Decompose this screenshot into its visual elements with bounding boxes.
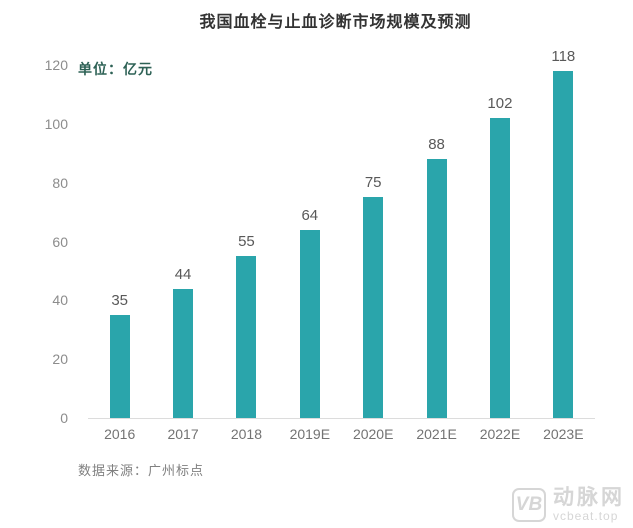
y-tick-label: 80 <box>52 174 68 191</box>
bar <box>426 159 447 418</box>
bar <box>109 315 130 418</box>
x-tick-label: 2022E <box>479 426 521 442</box>
x-tick-label: 2016 <box>104 426 136 442</box>
x-tick-label: 2023E <box>543 426 584 442</box>
y-tick-label: 120 <box>44 57 68 73</box>
x-tick-label: 2019E <box>289 426 331 442</box>
data-source-note: 数据来源：广州标点 <box>78 463 205 478</box>
bar <box>553 70 574 418</box>
bar <box>173 288 194 418</box>
y-tick-label: 40 <box>52 292 68 309</box>
bar <box>299 229 320 418</box>
bar-value-label: 64 <box>301 206 319 224</box>
y-tick-label: 0 <box>60 410 68 426</box>
x-tick-label: 2018 <box>230 426 263 442</box>
bar-value-label: 44 <box>174 265 192 283</box>
y-tick-label: 20 <box>52 351 68 368</box>
bar <box>236 256 257 418</box>
watermark-text: 动脉网 vcbeat.top <box>553 487 625 522</box>
bar-value-label: 35 <box>111 292 129 310</box>
x-tick-label: 2017 <box>167 426 199 442</box>
bar-value-label: 88 <box>428 136 445 154</box>
chart-title: 我国血栓与止血诊断市场规模及预测 <box>199 14 472 31</box>
bar <box>489 117 510 418</box>
y-tick-label: 60 <box>52 233 68 250</box>
watermark-site: vcbeat.top <box>553 509 619 523</box>
vcbeat-logo-icon: VB <box>512 487 546 522</box>
bar-value-label: 102 <box>487 94 513 112</box>
bar-value-label: 55 <box>238 233 255 251</box>
x-tick-label: 2020E <box>352 426 394 442</box>
bar-value-label: 118 <box>551 47 576 65</box>
unit-label: 单位：亿元 <box>78 61 153 77</box>
x-axis-line <box>88 418 595 419</box>
bar-value-label: 75 <box>364 174 382 192</box>
bar <box>363 197 384 418</box>
y-tick-label: 100 <box>44 115 68 132</box>
watermark: VB 动脉网 vcbeat.top <box>512 487 625 522</box>
x-tick-label: 2021E <box>416 426 457 442</box>
watermark-brand: 动脉网 <box>553 486 625 509</box>
